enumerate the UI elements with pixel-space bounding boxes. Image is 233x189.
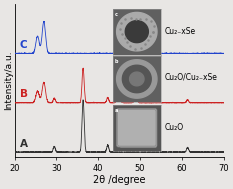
Text: Cu₂O: Cu₂O xyxy=(165,123,184,132)
Text: Cu₂₋xSe: Cu₂₋xSe xyxy=(165,27,196,36)
Text: Cu₂O/Cu₂₋xSe: Cu₂O/Cu₂₋xSe xyxy=(165,73,218,82)
Text: C: C xyxy=(20,40,27,50)
Text: B: B xyxy=(20,89,27,99)
X-axis label: 2θ /degree: 2θ /degree xyxy=(93,175,145,185)
Y-axis label: Intensity/a.u.: Intensity/a.u. xyxy=(4,51,13,110)
Text: A: A xyxy=(20,139,27,149)
